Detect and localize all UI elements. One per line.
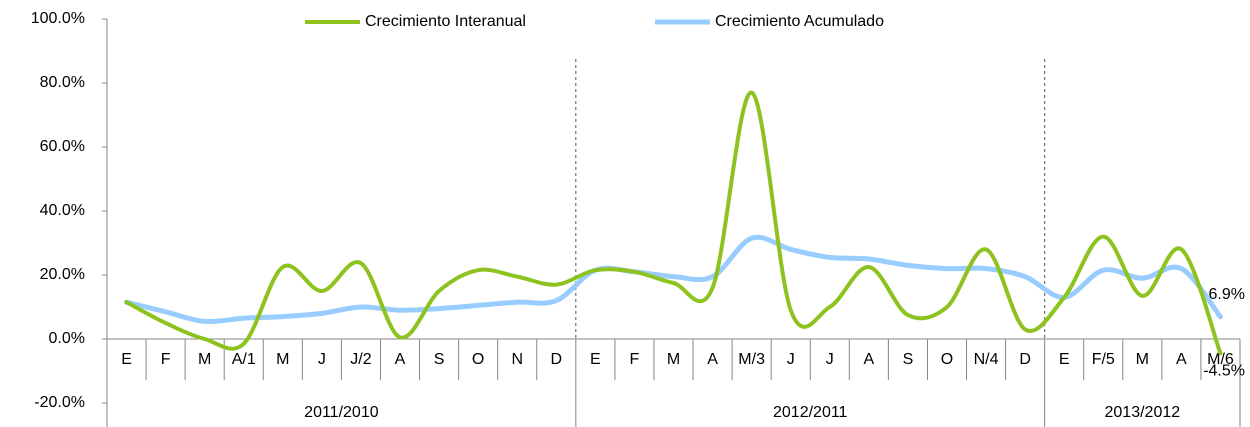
x-tick-label: S xyxy=(434,351,445,368)
x-tick-label: J xyxy=(826,351,834,368)
x-tick-label: A xyxy=(395,351,406,368)
legend-label: Crecimiento Acumulado xyxy=(715,13,884,30)
series-line xyxy=(124,234,1223,325)
y-tick-label: 0.0% xyxy=(49,330,85,347)
x-tick-label: A xyxy=(1176,351,1187,368)
x-tick-label: A xyxy=(864,351,875,368)
x-tick-label: E xyxy=(121,351,132,368)
y-tick-label: 100.0% xyxy=(31,10,85,27)
group-label: 2011/2010 xyxy=(304,404,379,421)
x-tick-label: J xyxy=(318,351,326,368)
x-tick-label: J xyxy=(787,351,795,368)
y-tick-label: -20.0% xyxy=(34,394,85,411)
x-tick-label: N xyxy=(511,351,523,368)
x-tick-label: M xyxy=(276,351,289,368)
y-tick-label: 80.0% xyxy=(40,74,85,91)
data-label: 6.9% xyxy=(1209,286,1245,303)
x-tick-label: J/2 xyxy=(350,351,371,368)
group-label: 2013/2012 xyxy=(1105,404,1181,421)
x-tick-label: O xyxy=(472,351,484,368)
x-tick-label: D xyxy=(1019,351,1031,368)
x-tick-label: D xyxy=(551,351,563,368)
x-tick-label: O xyxy=(941,351,953,368)
x-tick-label: E xyxy=(1059,351,1070,368)
legend-label: Crecimiento Interanual xyxy=(365,13,526,30)
y-tick-label: 20.0% xyxy=(40,266,85,283)
x-tick-label: A xyxy=(707,351,718,368)
y-tick-label: 40.0% xyxy=(40,202,85,219)
x-tick-label: M/6 xyxy=(1207,351,1234,368)
x-tick-label: F xyxy=(630,351,640,368)
x-tick-label: E xyxy=(590,351,601,368)
x-tick-label: M xyxy=(1136,351,1149,368)
x-tick-label: M xyxy=(667,351,680,368)
x-tick-label: A/1 xyxy=(232,351,256,368)
x-tick-label: F xyxy=(161,351,171,368)
x-tick-label: M xyxy=(198,351,211,368)
group-label: 2012/2011 xyxy=(773,404,848,421)
data-label: -4.5% xyxy=(1203,363,1245,380)
x-tick-label: S xyxy=(903,351,914,368)
x-tick-label: M/3 xyxy=(738,351,765,368)
x-tick-label: F/5 xyxy=(1092,351,1115,368)
x-tick-label: N/4 xyxy=(974,351,999,368)
y-tick-label: 60.0% xyxy=(40,138,85,155)
series-line xyxy=(124,90,1223,356)
